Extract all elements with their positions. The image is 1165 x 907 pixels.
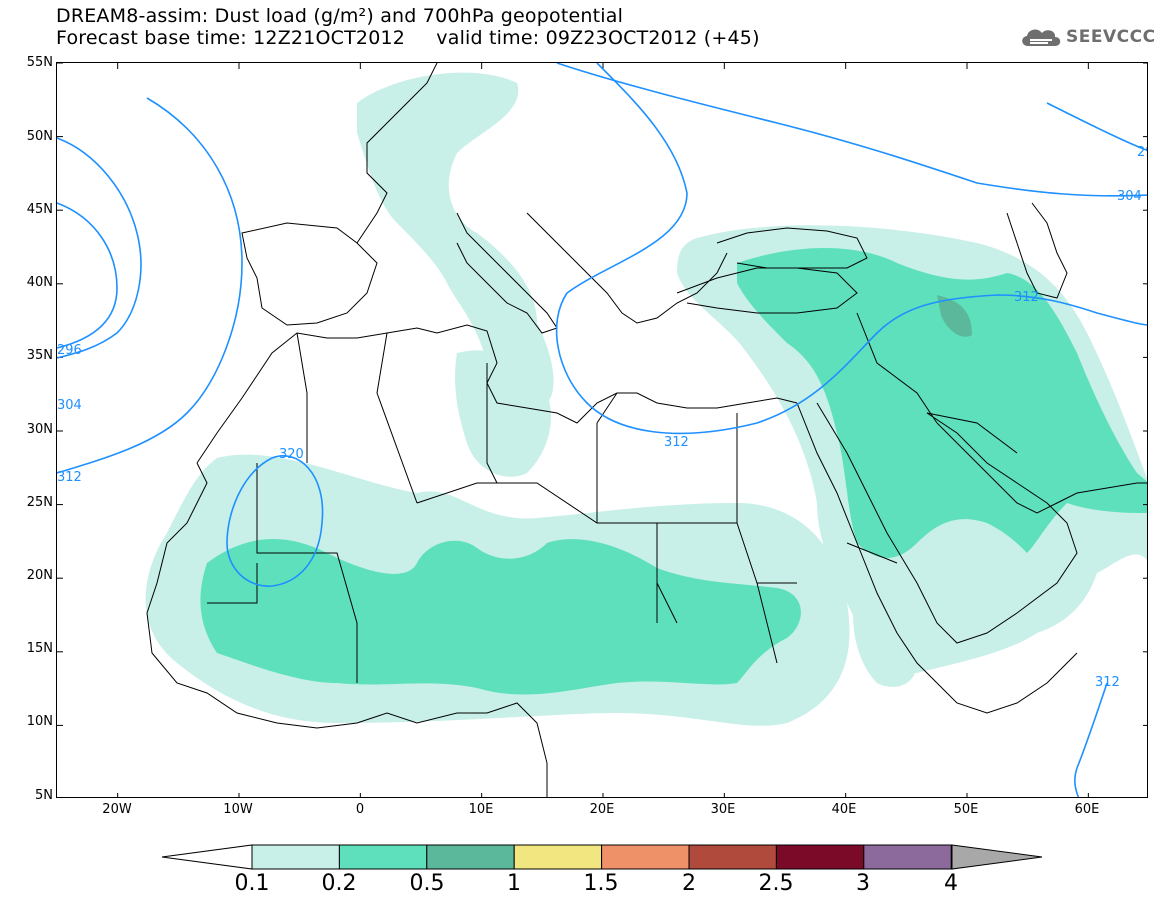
dust-dark-layer [937,295,972,337]
colorbar-label: 2.5 [758,871,794,896]
contour-label: 304 [1117,189,1142,204]
contour-label: 312 [1014,290,1039,305]
lat-label: 45N [26,202,53,217]
coastline-turkey [676,267,858,314]
coastlines [146,63,1147,797]
contour-label: 312 [664,435,689,450]
lon-label: 20E [589,802,615,817]
lat-label: 40N [26,275,53,290]
colorbar-segment [863,844,952,870]
contour-labels: 320 312 312 312 304 296 304 312 29 [57,145,1148,690]
colorbar-segments [251,844,952,870]
coastline-balkans [526,212,728,324]
contour-label: 29 [1137,145,1148,160]
coastline-france-uk [356,63,438,244]
coastline-arabia [816,402,1078,644]
lat-label: 20N [26,568,53,583]
colorbar-high-arrow [951,844,1043,870]
lon-label: 20W [102,802,132,817]
colorbar-segment [338,844,428,870]
contour-label: 296 [57,343,82,358]
lat-label: 55N [26,55,53,70]
lon-label: 30E [710,802,736,817]
colorbar-label: 4 [944,871,958,896]
colorbar-segment [251,844,340,870]
colorbar-label: 2 [682,871,696,896]
colorbar-segment [688,844,777,870]
coastline-persian-gulf [936,422,1147,514]
coastline-horn-africa [936,652,1078,714]
lat-label: 35N [26,348,53,363]
dust-area-europe-light [357,72,554,406]
contour-w3 [57,97,243,474]
lon-label: 40E [831,802,857,817]
lon-label: 60E [1074,802,1100,817]
colorbar-segment [601,844,690,870]
map-graticule [57,63,1147,797]
logo-text: SEEVCCC [1066,27,1156,47]
map-panel: 320 312 312 312 304 296 304 312 29 [56,62,1148,798]
lat-label: 30N [26,422,53,437]
colorbar-low-arrow [161,844,253,870]
lon-label: 10E [468,802,494,817]
contour-label: 312 [57,470,82,485]
lon-label: 0 [355,802,365,817]
dust-area-sahel-medium [200,539,801,695]
coastline-red-sea [796,402,938,684]
lat-label: 25N [26,495,53,510]
colorbar-label: 1 [507,871,521,896]
colorbar-label: 0.5 [409,871,445,896]
lat-label: 5N [35,788,53,803]
colorbar-label: 0.2 [321,871,357,896]
contour-label: 304 [57,398,82,413]
lat-label: 50N [26,129,53,144]
colorbar-segment [513,844,603,870]
cloud-icon [1022,29,1061,46]
lon-label: 10W [223,802,253,817]
contour-label: 312 [1095,675,1120,690]
contour-29x-northeast [1046,102,1147,152]
lat-label: 10N [26,714,53,729]
dust-medium-layer [200,248,1147,695]
coastline-iberia [241,222,378,326]
map-canvas: 320 312 312 312 304 296 304 312 29 [57,63,1148,797]
colorbar-segment [426,844,515,870]
coastline-black-sea [716,227,868,269]
lat-label: 15N [26,641,53,656]
contour-w2 [57,202,118,349]
colorbar-label: 0.1 [234,871,270,896]
colorbar-label: 1.5 [583,871,619,896]
chart-title: DREAM8-assim: Dust load (g/m²) and 700hP… [56,5,624,27]
lon-label: 50E [953,802,979,817]
contour-320-west [226,455,324,587]
coastline-caspian [1006,202,1068,299]
dust-area-iran-dark [937,295,972,337]
border-lines [207,312,1018,683]
forecast-time-subtitle: Forecast base time: 12Z21OCT2012 valid t… [56,27,760,49]
geopotential-contours [57,63,1147,797]
seevccc-logo: SEEVCCC [1018,22,1156,52]
dust-area-tunisia-light [455,350,551,477]
contour-304-northeast [556,63,1147,197]
colorbar [161,844,1043,870]
contour-label: 320 [279,447,304,462]
dust-area-east-africa-light [853,583,917,687]
dust-area-arabia-medium [737,248,1147,558]
contour-312-central [555,63,1147,435]
colorbar-label: 3 [856,871,870,896]
contour-312-southeast [1074,682,1108,797]
colorbar-segment [775,844,865,870]
contour-w1 [57,137,142,359]
coastline-west-africa [146,462,548,797]
